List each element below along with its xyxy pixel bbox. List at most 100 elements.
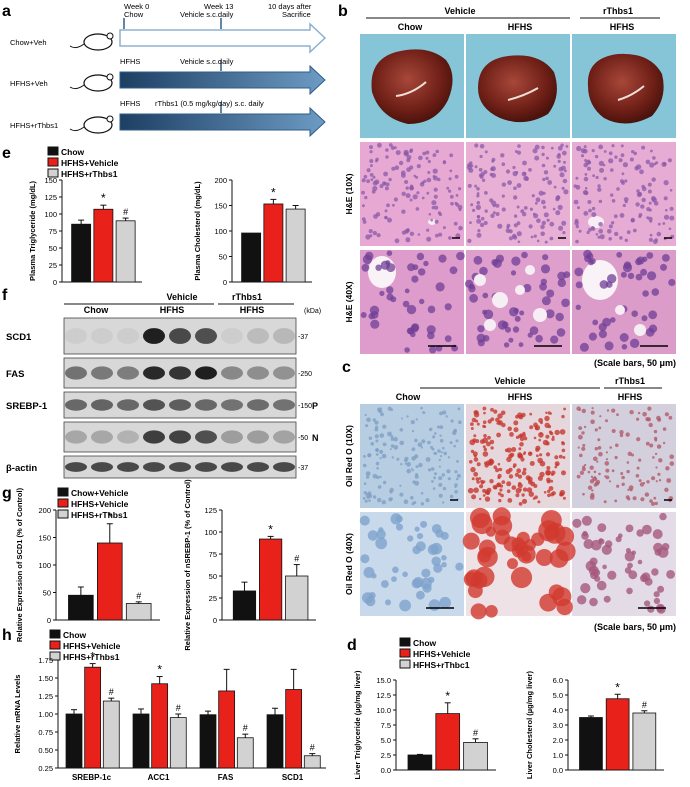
lipid-droplet bbox=[492, 507, 511, 526]
chart-e2: 0 50 100 150 200 Plasma Cholesterol (mg/dL) * bbox=[193, 176, 312, 287]
blot-band bbox=[65, 399, 87, 411]
nucleus bbox=[369, 173, 374, 177]
lipid-droplet bbox=[473, 454, 477, 458]
lipid-droplet bbox=[519, 442, 524, 447]
nucleus bbox=[479, 143, 485, 149]
lipid-droplet bbox=[446, 469, 451, 474]
lipid-vacuole bbox=[492, 292, 508, 308]
lipid-droplet bbox=[364, 499, 368, 503]
nucleus bbox=[573, 199, 579, 205]
lipid-droplet bbox=[662, 441, 666, 445]
panel-label-c: c bbox=[342, 359, 351, 376]
group-label-hfhs-veh: HFHS+Veh bbox=[10, 79, 48, 88]
nucleus bbox=[364, 195, 368, 200]
nucleus bbox=[561, 220, 567, 226]
he-vessel bbox=[582, 260, 618, 300]
nucleus bbox=[557, 278, 566, 288]
lipid-droplet bbox=[637, 559, 643, 565]
blot-band bbox=[221, 399, 243, 411]
lipid-droplet bbox=[479, 497, 482, 501]
nucleus bbox=[374, 179, 380, 185]
lipid-droplet bbox=[362, 496, 366, 500]
week0-label: Week 0 bbox=[124, 2, 149, 11]
lipid-droplet bbox=[362, 463, 367, 468]
lipid-droplet bbox=[416, 533, 424, 540]
lipid-droplet bbox=[518, 482, 522, 486]
nucleus bbox=[513, 214, 518, 218]
lipid-droplet bbox=[363, 482, 367, 486]
nucleus bbox=[401, 230, 406, 235]
lipid-droplet bbox=[538, 520, 560, 542]
lipid-droplet bbox=[632, 496, 637, 501]
y-tick-label: 125 bbox=[44, 193, 57, 202]
nucleus bbox=[599, 280, 609, 289]
blot-band bbox=[221, 328, 243, 344]
nucleus bbox=[448, 189, 452, 193]
bar bbox=[259, 538, 283, 621]
significance-mark: # bbox=[123, 207, 128, 217]
lipid-droplet bbox=[391, 456, 394, 459]
nucleus bbox=[648, 201, 652, 205]
nucleus bbox=[633, 151, 637, 156]
nucleus bbox=[648, 310, 658, 320]
lipid-droplet bbox=[590, 492, 595, 498]
nucleus bbox=[535, 334, 543, 343]
significance-mark: * bbox=[615, 680, 620, 694]
nucleus bbox=[376, 233, 381, 238]
blot-label: FAS bbox=[6, 369, 24, 380]
lipid-vacuole bbox=[515, 285, 525, 295]
lipid-droplet bbox=[642, 524, 652, 535]
nucleus bbox=[501, 182, 507, 187]
lipid-droplet bbox=[641, 572, 651, 582]
nucleus bbox=[621, 181, 625, 185]
lipid-droplet bbox=[407, 535, 414, 542]
nucleus bbox=[484, 209, 488, 213]
nucleus bbox=[450, 201, 454, 206]
lipid-droplet bbox=[511, 485, 517, 490]
lipid-droplet bbox=[546, 477, 551, 483]
f-hfhs-header: HFHS bbox=[160, 305, 185, 315]
nucleus bbox=[417, 233, 421, 236]
lipid-droplet bbox=[471, 477, 475, 481]
nucleus bbox=[640, 268, 648, 276]
lipid-droplet bbox=[390, 444, 395, 448]
nucleus bbox=[433, 187, 438, 192]
lipid-droplet bbox=[555, 463, 559, 466]
nucleus bbox=[647, 182, 652, 187]
lipid-droplet bbox=[591, 407, 594, 410]
blot-band bbox=[247, 430, 269, 444]
lipid-droplet bbox=[500, 493, 504, 498]
lipid-droplet bbox=[659, 512, 667, 521]
nucleus bbox=[370, 178, 374, 182]
lipid-droplet bbox=[415, 465, 419, 469]
nucleus bbox=[432, 175, 436, 178]
blot-band bbox=[117, 328, 139, 344]
nucleus bbox=[598, 228, 603, 234]
nucleus bbox=[667, 158, 673, 163]
y-tick-label: 5.0 bbox=[553, 691, 563, 700]
lipid-droplet bbox=[458, 420, 462, 425]
nucleus bbox=[426, 191, 430, 195]
lipid-droplet bbox=[605, 468, 610, 473]
lipid-droplet bbox=[387, 431, 392, 437]
bar bbox=[84, 666, 102, 769]
liver-organ bbox=[478, 55, 557, 123]
lipid-droplet bbox=[539, 460, 546, 467]
lipid-droplet bbox=[517, 452, 523, 458]
lipid-droplet bbox=[480, 481, 484, 485]
nucleus bbox=[663, 162, 667, 166]
lipid-droplet bbox=[515, 493, 520, 498]
lipid-droplet bbox=[372, 495, 377, 499]
nucleus bbox=[483, 220, 488, 226]
lipid-droplet bbox=[506, 447, 512, 453]
blot-band bbox=[143, 366, 165, 380]
lipid-droplet bbox=[578, 434, 583, 440]
lipid-droplet bbox=[360, 554, 370, 564]
b-scale-note: (Scale bars, 50 μm) bbox=[594, 358, 676, 368]
nucleus bbox=[638, 213, 643, 217]
nucleus bbox=[361, 178, 366, 183]
nucleus bbox=[656, 231, 662, 237]
lipid-droplet bbox=[629, 488, 633, 492]
lipid-droplet bbox=[447, 456, 451, 459]
nucleus bbox=[385, 148, 389, 152]
